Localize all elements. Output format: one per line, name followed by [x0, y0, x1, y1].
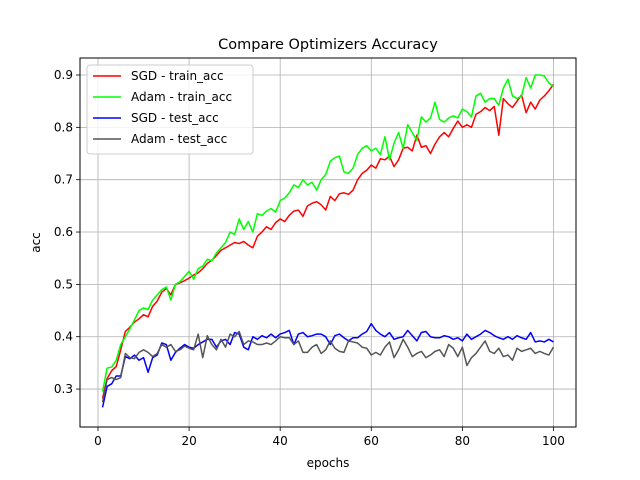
- y-tick-label: 0.7: [54, 173, 73, 187]
- tick-layer: 0 20 40 60 80 100 0.3 0.4 0.5 0.6 0.7 0.8 0.9: [54, 68, 565, 448]
- plot-frame: [79, 57, 577, 428]
- x-tick-label: 0: [94, 434, 102, 448]
- y-tick-label: 0.8: [54, 120, 73, 134]
- x-tick-label: 60: [364, 434, 379, 448]
- chart-title: Compare Optimizers Accuracy: [218, 37, 438, 53]
- x-tick-label: 80: [455, 434, 470, 448]
- legend-label: Adam - test_acc: [131, 132, 227, 146]
- x-tick-label: 100: [542, 434, 565, 448]
- legend-label: SGD - test_acc: [131, 111, 219, 125]
- x-tick-label: 20: [181, 434, 196, 448]
- y-tick-label: 0.6: [54, 225, 73, 239]
- y-tick-label: 0.3: [54, 382, 73, 396]
- y-tick-label: 0.9: [54, 68, 73, 82]
- x-axis-label: epochs: [307, 456, 350, 470]
- legend-box: [86, 64, 254, 155]
- series-line-adam-test-acc: [101, 330, 555, 403]
- series-layer: [101, 74, 555, 408]
- series-line-adam-train-acc: [101, 74, 554, 392]
- legend-label: Adam - train_acc: [131, 90, 232, 104]
- legend-entries: SGD - train_acc Adam - train_acc SGD - tes…: [93, 69, 232, 146]
- legend-label: SGD - train_acc: [131, 69, 224, 83]
- legend: SGD - train_acc Adam - train_acc SGD - tes…: [86, 64, 254, 155]
- y-tick-label: 0.5: [54, 277, 73, 291]
- y-tick-label: 0.4: [54, 330, 73, 344]
- y-axis-label: acc: [29, 232, 43, 253]
- x-tick-label: 40: [273, 434, 288, 448]
